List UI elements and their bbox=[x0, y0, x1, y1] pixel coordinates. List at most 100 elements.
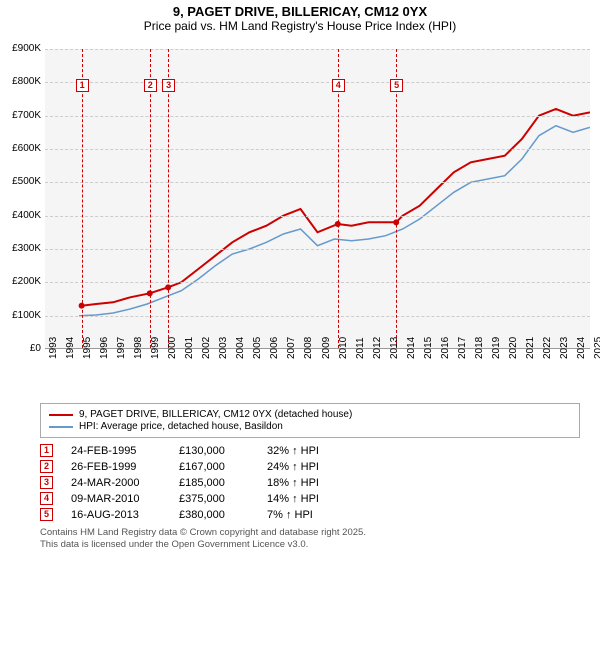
x-axis-label: 2006 bbox=[269, 337, 280, 359]
x-axis-label: 2024 bbox=[576, 337, 587, 359]
transaction-date: 24-MAR-2000 bbox=[71, 477, 161, 489]
x-axis-label: 2019 bbox=[491, 337, 502, 359]
x-axis-label: 2004 bbox=[235, 337, 246, 359]
transaction-marker-badge: 1 bbox=[76, 79, 89, 92]
x-axis-label: 1997 bbox=[116, 337, 127, 359]
footer-line1: Contains HM Land Registry data © Crown c… bbox=[40, 527, 580, 539]
transaction-marker-line bbox=[396, 49, 397, 348]
y-axis-label: £500K bbox=[0, 176, 41, 187]
transaction-table: 1 24-FEB-1995 £130,000 32% ↑ HPI 2 26-FEB-199… bbox=[40, 444, 580, 521]
y-axis-label: £400K bbox=[0, 210, 41, 221]
x-axis-label: 2009 bbox=[321, 337, 332, 359]
gridline bbox=[45, 316, 590, 317]
transaction-date: 26-FEB-1999 bbox=[71, 461, 161, 473]
x-axis-label: 2020 bbox=[508, 337, 519, 359]
x-axis-label: 2011 bbox=[355, 337, 366, 359]
transaction-marker-badge: 3 bbox=[162, 79, 175, 92]
x-axis-label: 2022 bbox=[542, 337, 553, 359]
x-axis-label: 2018 bbox=[474, 337, 485, 359]
transaction-price: £185,000 bbox=[179, 477, 249, 489]
gridline bbox=[45, 49, 590, 50]
transaction-marker-line bbox=[338, 49, 339, 348]
legend-label: 9, PAGET DRIVE, BILLERICAY, CM12 0YX (de… bbox=[79, 409, 352, 420]
transaction-badge: 2 bbox=[40, 460, 53, 473]
x-axis-label: 2007 bbox=[286, 337, 297, 359]
gridline bbox=[45, 282, 590, 283]
x-axis-label: 1998 bbox=[133, 337, 144, 359]
y-axis-label: £0 bbox=[0, 343, 41, 354]
plot-region: 12345 bbox=[45, 49, 590, 349]
x-axis-label: 1996 bbox=[99, 337, 110, 359]
x-axis-label: 2000 bbox=[167, 337, 178, 359]
x-axis-label: 2025 bbox=[593, 337, 600, 359]
y-axis-label: £800K bbox=[0, 76, 41, 87]
x-axis-label: 2012 bbox=[372, 337, 383, 359]
transaction-price: £380,000 bbox=[179, 509, 249, 521]
transaction-marker-line bbox=[168, 49, 169, 348]
transaction-badge: 1 bbox=[40, 444, 53, 457]
chart-title: 9, PAGET DRIVE, BILLERICAY, CM12 0YX bbox=[0, 0, 600, 19]
y-axis-label: £700K bbox=[0, 110, 41, 121]
transaction-row: 5 16-AUG-2013 £380,000 7% ↑ HPI bbox=[40, 508, 580, 521]
transaction-row: 2 26-FEB-1999 £167,000 24% ↑ HPI bbox=[40, 460, 580, 473]
transaction-row: 3 24-MAR-2000 £185,000 18% ↑ HPI bbox=[40, 476, 580, 489]
legend: 9, PAGET DRIVE, BILLERICAY, CM12 0YX (de… bbox=[40, 403, 580, 438]
transaction-badge: 3 bbox=[40, 476, 53, 489]
x-axis-label: 1994 bbox=[65, 337, 76, 359]
transaction-vs-hpi: 18% ↑ HPI bbox=[267, 477, 357, 489]
legend-item: HPI: Average price, detached house, Basi… bbox=[49, 421, 571, 432]
transaction-price: £130,000 bbox=[179, 445, 249, 457]
transaction-badge: 5 bbox=[40, 508, 53, 521]
x-axis-label: 2002 bbox=[201, 337, 212, 359]
transaction-date: 24-FEB-1995 bbox=[71, 445, 161, 457]
footer-attribution: Contains HM Land Registry data © Crown c… bbox=[40, 527, 580, 552]
chart-area: 12345 £0£100K£200K£300K£400K£500K£600K£7… bbox=[5, 39, 595, 399]
x-axis-label: 2016 bbox=[440, 337, 451, 359]
x-axis-label: 1995 bbox=[82, 337, 93, 359]
transaction-marker-badge: 4 bbox=[332, 79, 345, 92]
series-line bbox=[82, 109, 590, 306]
transaction-badge: 4 bbox=[40, 492, 53, 505]
x-axis-label: 2001 bbox=[184, 337, 195, 359]
footer-line2: This data is licensed under the Open Gov… bbox=[40, 539, 580, 551]
transaction-price: £375,000 bbox=[179, 493, 249, 505]
transaction-row: 1 24-FEB-1995 £130,000 32% ↑ HPI bbox=[40, 444, 580, 457]
transaction-row: 4 09-MAR-2010 £375,000 14% ↑ HPI bbox=[40, 492, 580, 505]
transaction-vs-hpi: 14% ↑ HPI bbox=[267, 493, 357, 505]
transaction-vs-hpi: 7% ↑ HPI bbox=[267, 509, 357, 521]
transaction-marker-line bbox=[150, 49, 151, 348]
x-axis-label: 2021 bbox=[525, 337, 536, 359]
transaction-marker-line bbox=[82, 49, 83, 348]
gridline bbox=[45, 182, 590, 183]
x-axis-label: 2014 bbox=[406, 337, 417, 359]
y-axis-label: £900K bbox=[0, 43, 41, 54]
transaction-marker-badge: 2 bbox=[144, 79, 157, 92]
transaction-vs-hpi: 32% ↑ HPI bbox=[267, 445, 357, 457]
gridline bbox=[45, 82, 590, 83]
transaction-date: 16-AUG-2013 bbox=[71, 509, 161, 521]
transaction-price: £167,000 bbox=[179, 461, 249, 473]
series-line bbox=[79, 126, 590, 316]
y-axis-label: £200K bbox=[0, 276, 41, 287]
x-axis-label: 2003 bbox=[218, 337, 229, 359]
gridline bbox=[45, 249, 590, 250]
x-axis-label: 2005 bbox=[252, 337, 263, 359]
legend-swatch bbox=[49, 426, 73, 428]
gridline bbox=[45, 116, 590, 117]
x-axis-label: 1993 bbox=[48, 337, 59, 359]
x-axis-label: 2015 bbox=[423, 337, 434, 359]
transaction-date: 09-MAR-2010 bbox=[71, 493, 161, 505]
x-axis-label: 2008 bbox=[303, 337, 314, 359]
line-series bbox=[45, 49, 590, 349]
legend-item: 9, PAGET DRIVE, BILLERICAY, CM12 0YX (de… bbox=[49, 409, 571, 420]
x-axis-label: 2013 bbox=[389, 337, 400, 359]
y-axis-label: £300K bbox=[0, 243, 41, 254]
y-axis-label: £600K bbox=[0, 143, 41, 154]
transaction-vs-hpi: 24% ↑ HPI bbox=[267, 461, 357, 473]
gridline bbox=[45, 216, 590, 217]
y-axis-label: £100K bbox=[0, 310, 41, 321]
chart-subtitle: Price paid vs. HM Land Registry's House … bbox=[0, 19, 600, 39]
x-axis-label: 2010 bbox=[338, 337, 349, 359]
x-axis-label: 1999 bbox=[150, 337, 161, 359]
x-axis-label: 2023 bbox=[559, 337, 570, 359]
